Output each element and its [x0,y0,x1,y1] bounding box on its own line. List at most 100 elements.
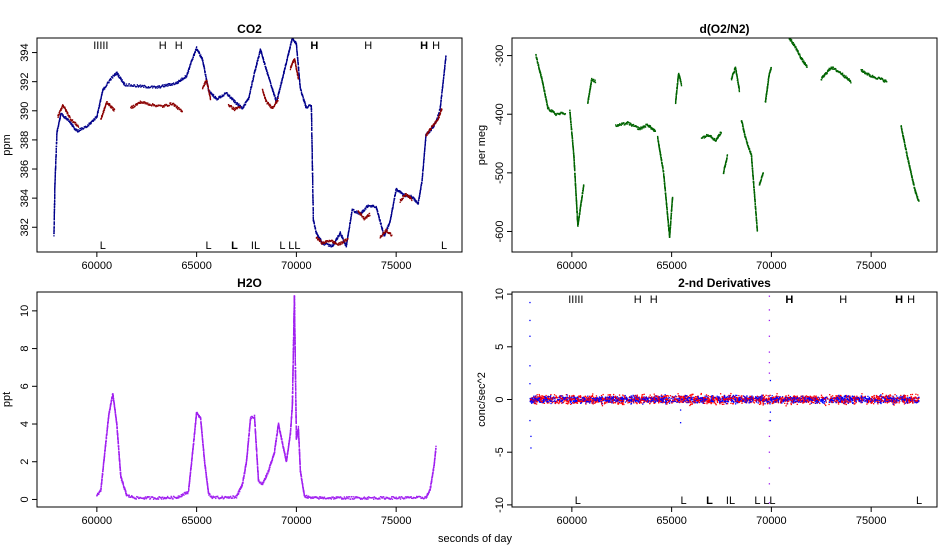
data-point [54,171,57,173]
data-point [341,243,343,245]
data-point [58,123,60,125]
data-point [386,228,388,231]
data-point [335,242,337,244]
data-point [71,122,73,124]
data-point [659,155,662,157]
data-point [738,89,740,91]
data-point [110,79,112,81]
data-point [543,88,545,90]
data-point [903,139,905,141]
data-point [139,85,141,87]
data-point [310,105,313,108]
data-point [192,56,194,58]
data-point [102,465,105,467]
data-point [312,216,314,219]
data-point [254,68,257,71]
data-point [765,96,767,99]
data-point [137,85,139,87]
data-point [680,81,682,83]
data-point [102,463,105,466]
data-point [169,103,171,105]
data-point [94,116,97,118]
data-point [769,70,772,72]
data-point [629,124,631,126]
data-point [542,85,545,87]
data-point [310,113,313,115]
data-point [544,94,546,97]
data-point [912,180,914,183]
data-point [286,58,288,60]
data-point [274,95,276,97]
data-point [675,97,677,99]
data-point [349,224,351,226]
data-point [53,206,56,208]
data-point [118,76,120,78]
data-point [136,104,138,106]
data-point [69,122,71,124]
data-point [753,189,755,192]
data-point [442,86,444,88]
data-point [310,110,313,113]
data-point [195,46,198,48]
data-point [707,134,709,136]
data-point [572,150,575,153]
data-point [574,185,577,188]
data-point [420,184,423,186]
data-point [542,81,544,83]
data-point [53,231,55,233]
data-point [590,83,592,85]
data-point [311,168,314,170]
data-point [801,58,804,60]
data-point [671,204,673,206]
data-point [333,241,335,244]
data-point [738,88,740,90]
data-point [667,224,670,226]
data-point [219,96,221,98]
data-point [273,94,276,96]
data-point [735,69,737,72]
data-point [137,86,140,88]
data-point [578,213,581,215]
data-point [625,122,627,125]
data-point [178,79,180,82]
data-point [535,54,537,56]
data-point [548,108,550,110]
data-point [754,207,757,210]
data-point [55,159,57,161]
data-point [755,212,757,214]
data-point [175,104,177,106]
data-point [767,81,769,83]
data-point [661,165,664,167]
data-point [181,77,183,79]
data-point [732,74,734,76]
data-point [100,97,102,99]
data-point [64,106,66,108]
data-point [820,79,823,81]
data-point [151,85,153,87]
data-point [675,95,677,97]
data-point [236,102,239,105]
data-point [287,56,289,58]
data-point [356,212,359,214]
data-point [276,99,278,101]
data-point [417,202,420,204]
data-point [704,135,706,137]
data-point [755,208,757,211]
data-point [624,124,626,126]
data-point [244,101,246,104]
data-point [152,103,154,105]
x-tick-label: 60000 [557,260,588,272]
data-point [546,100,548,103]
data-point [295,43,298,45]
data-point [214,96,217,98]
data-point [767,82,769,85]
data-point [299,84,301,86]
data-point [290,67,292,69]
data-point [339,244,341,246]
data-point [294,42,296,44]
data-point [342,242,345,244]
data-point [117,73,119,76]
data-point [54,188,56,190]
data-point [55,165,57,167]
data-point [68,120,71,122]
